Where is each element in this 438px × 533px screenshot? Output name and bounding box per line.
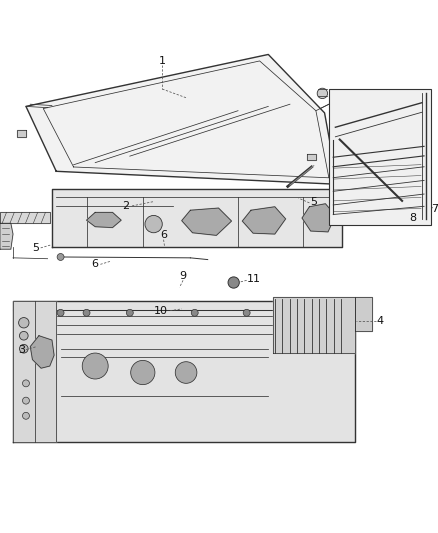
Text: 5: 5: [311, 197, 318, 207]
Circle shape: [83, 309, 90, 316]
Circle shape: [126, 309, 133, 316]
Polygon shape: [242, 207, 286, 234]
Polygon shape: [30, 336, 54, 368]
Text: 11: 11: [247, 273, 261, 284]
Text: 9: 9: [180, 271, 187, 281]
Text: 4: 4: [376, 317, 384, 326]
Text: 6: 6: [160, 230, 167, 240]
Circle shape: [19, 344, 28, 353]
Circle shape: [22, 397, 29, 404]
Polygon shape: [18, 130, 26, 136]
Polygon shape: [52, 189, 342, 247]
Circle shape: [131, 360, 155, 385]
Circle shape: [82, 353, 108, 379]
Circle shape: [22, 413, 29, 419]
Circle shape: [243, 309, 250, 316]
Polygon shape: [0, 223, 13, 249]
Text: 3: 3: [18, 345, 25, 354]
Polygon shape: [0, 213, 50, 223]
Text: 8: 8: [410, 213, 417, 223]
Text: 7: 7: [431, 204, 438, 214]
Text: 1: 1: [159, 56, 166, 66]
Text: 10: 10: [154, 305, 168, 316]
Polygon shape: [13, 301, 56, 442]
Circle shape: [317, 88, 328, 99]
Polygon shape: [13, 301, 355, 442]
Text: 5: 5: [32, 243, 39, 253]
Circle shape: [228, 277, 239, 288]
Circle shape: [22, 380, 29, 387]
Polygon shape: [272, 297, 355, 353]
Circle shape: [145, 215, 162, 233]
Circle shape: [18, 318, 29, 328]
Circle shape: [57, 254, 64, 261]
Circle shape: [175, 362, 197, 383]
Text: 2: 2: [122, 201, 129, 211]
Polygon shape: [182, 208, 232, 236]
Polygon shape: [307, 154, 316, 160]
Polygon shape: [355, 297, 372, 332]
Bar: [329, 89, 431, 225]
Circle shape: [191, 309, 198, 316]
Polygon shape: [26, 54, 338, 184]
Circle shape: [57, 309, 64, 316]
Polygon shape: [302, 204, 336, 232]
Circle shape: [19, 332, 28, 340]
Polygon shape: [87, 213, 121, 228]
Text: 6: 6: [92, 260, 99, 269]
